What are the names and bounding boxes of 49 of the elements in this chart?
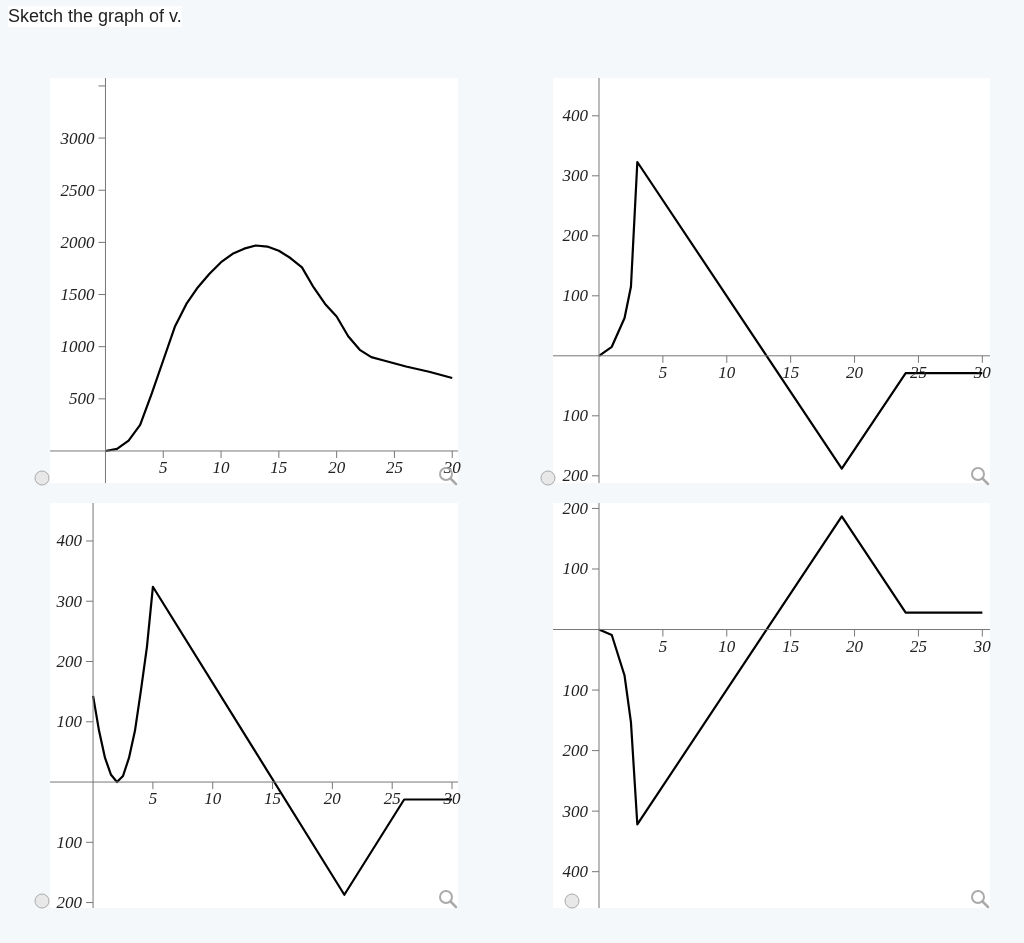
x-tick-label: 30 xyxy=(442,457,462,477)
y-tick-label: 200 xyxy=(56,652,83,671)
x-tick-label: 30 xyxy=(442,789,462,809)
x-tick-label: 15 xyxy=(270,457,288,477)
x-tick-label: 25 xyxy=(385,457,403,477)
x-tick-label: 15 xyxy=(264,789,282,809)
y-tick-label: 200 xyxy=(56,893,83,913)
y-tick-label: 400 xyxy=(56,531,83,551)
y-tick-label: 400 xyxy=(562,106,589,126)
y-tick-label: 100 xyxy=(562,286,589,306)
y-tick-label: 3000 xyxy=(59,128,95,148)
x-tick-label: 10 xyxy=(718,362,736,382)
y-tick-label: 500 xyxy=(68,389,95,409)
x-tick-label: 5 xyxy=(658,362,668,382)
y-tick-label: 300 xyxy=(55,591,83,611)
x-tick-label: 5 xyxy=(658,636,668,656)
y-tick-label: 400 xyxy=(562,862,589,882)
x-tick-label: 30 xyxy=(972,362,992,382)
y-tick-label: 200 xyxy=(562,498,589,518)
x-tick-label: 5 xyxy=(148,789,158,809)
x-tick-label: 10 xyxy=(212,457,231,477)
y-tick-label: 100 xyxy=(562,406,589,426)
y-tick-label: 200 xyxy=(562,466,589,486)
y-tick-label: 200 xyxy=(562,741,589,761)
y-tick-label: 100 xyxy=(562,559,589,579)
y-tick-label: 1000 xyxy=(60,337,95,357)
y-tick-label: 100 xyxy=(56,712,83,732)
x-tick-label: 10 xyxy=(718,636,736,656)
x-tick-label: 20 xyxy=(846,636,864,656)
y-tick-label: 300 xyxy=(561,801,589,821)
y-tick-label: 200 xyxy=(562,226,589,246)
x-tick-label: 20 xyxy=(846,362,864,382)
x-tick-label: 15 xyxy=(782,636,800,656)
x-tick-label: 25 xyxy=(909,636,927,656)
y-tick-label: 100 xyxy=(562,680,589,700)
x-tick-label: 20 xyxy=(328,457,346,477)
y-tick-label: 2500 xyxy=(60,180,95,200)
y-tick-label: 100 xyxy=(56,832,83,852)
x-tick-label: 25 xyxy=(383,789,401,809)
x-tick-label: 30 xyxy=(972,636,992,656)
x-tick-label: 5 xyxy=(159,457,168,477)
chart-title: Sketch the graph of v. xyxy=(8,6,182,27)
y-tick-label: 2000 xyxy=(60,232,95,252)
x-tick-label: 10 xyxy=(204,789,222,809)
y-tick-label: 1500 xyxy=(60,285,95,305)
x-tick-label: 15 xyxy=(782,362,800,382)
x-tick-label: 20 xyxy=(323,789,342,809)
y-tick-label: 300 xyxy=(561,166,589,186)
line-series xyxy=(104,244,454,453)
